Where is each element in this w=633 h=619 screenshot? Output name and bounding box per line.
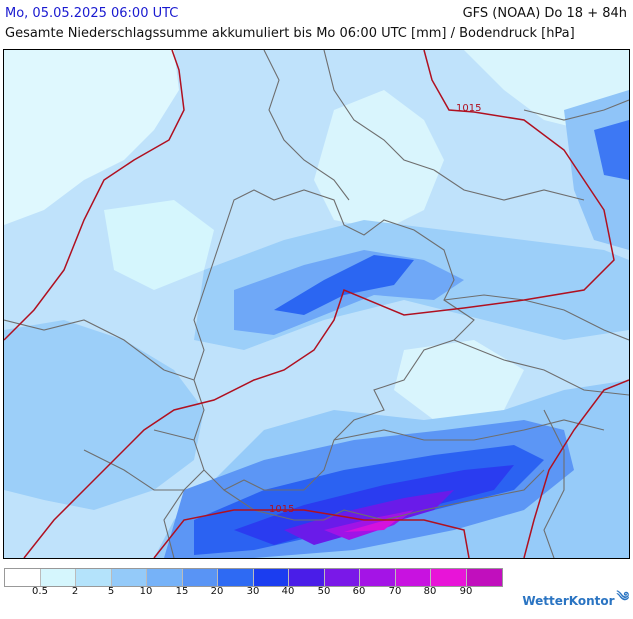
legend-tick: 10 xyxy=(139,586,153,597)
legend-swatch xyxy=(182,569,218,586)
legend-swatch xyxy=(76,569,112,586)
legend-swatch xyxy=(147,569,183,586)
legend-tick: 70 xyxy=(388,586,402,597)
legend-ticks: 0.5 2 5 10 15 20 30 40 50 60 70 80 90 xyxy=(4,586,504,600)
precip-area-extreme xyxy=(284,490,454,545)
legend-tick: 5 xyxy=(107,586,115,597)
legend-swatch xyxy=(111,569,147,586)
isobars xyxy=(4,50,629,558)
legend-tick: 20 xyxy=(210,586,224,597)
legend-swatch xyxy=(40,569,76,586)
legend-swatch xyxy=(253,569,289,586)
precipitation-map: 1015 1015 xyxy=(3,49,630,559)
legend-tick: 0.5 xyxy=(32,586,48,597)
legend-tick: 80 xyxy=(423,586,437,597)
map-description: Gesamte Niederschlagssumme akkumuliert b… xyxy=(5,26,575,41)
legend-tick: 60 xyxy=(352,586,366,597)
legend-tick: 30 xyxy=(246,586,260,597)
legend-swatch xyxy=(5,569,41,586)
legend-swatch xyxy=(324,569,360,586)
precip-area-light xyxy=(4,50,179,225)
precip-area-heavy xyxy=(274,255,414,315)
precip-area-light xyxy=(394,340,524,420)
legend-tick: 40 xyxy=(281,586,295,597)
legend-swatch xyxy=(431,569,467,586)
legend-tick: 2 xyxy=(71,586,79,597)
precipitation-legend xyxy=(4,568,503,587)
precip-area-peak xyxy=(344,518,399,532)
isobar-label: 1015 xyxy=(456,103,481,114)
country-borders xyxy=(4,50,629,558)
legend-swatch xyxy=(218,569,254,586)
legend-swatch xyxy=(466,569,502,586)
legend-tick: 90 xyxy=(459,586,473,597)
isobar-label: 1015 xyxy=(269,504,294,515)
map-date: Mo, 05.05.2025 06:00 UTC xyxy=(5,6,179,21)
legend-swatch xyxy=(289,569,325,586)
wetterkontor-logo[interactable]: WetterKontor ༄ xyxy=(522,582,629,619)
legend-swatch xyxy=(395,569,431,586)
legend-swatch xyxy=(360,569,396,586)
legend-tick: 50 xyxy=(317,586,331,597)
map-canvas: 1015 1015 xyxy=(4,50,629,558)
legend-tick: 15 xyxy=(175,586,189,597)
precip-area-moderate xyxy=(594,120,629,180)
precip-area-light xyxy=(104,200,214,290)
precip-area-light xyxy=(314,90,444,230)
brand-name: WetterKontor xyxy=(522,593,615,608)
model-run: GFS (NOAA) Do 18 + 84h xyxy=(462,6,627,21)
precip-area-medium xyxy=(4,320,204,510)
wind-icon: ༄ xyxy=(616,590,629,605)
